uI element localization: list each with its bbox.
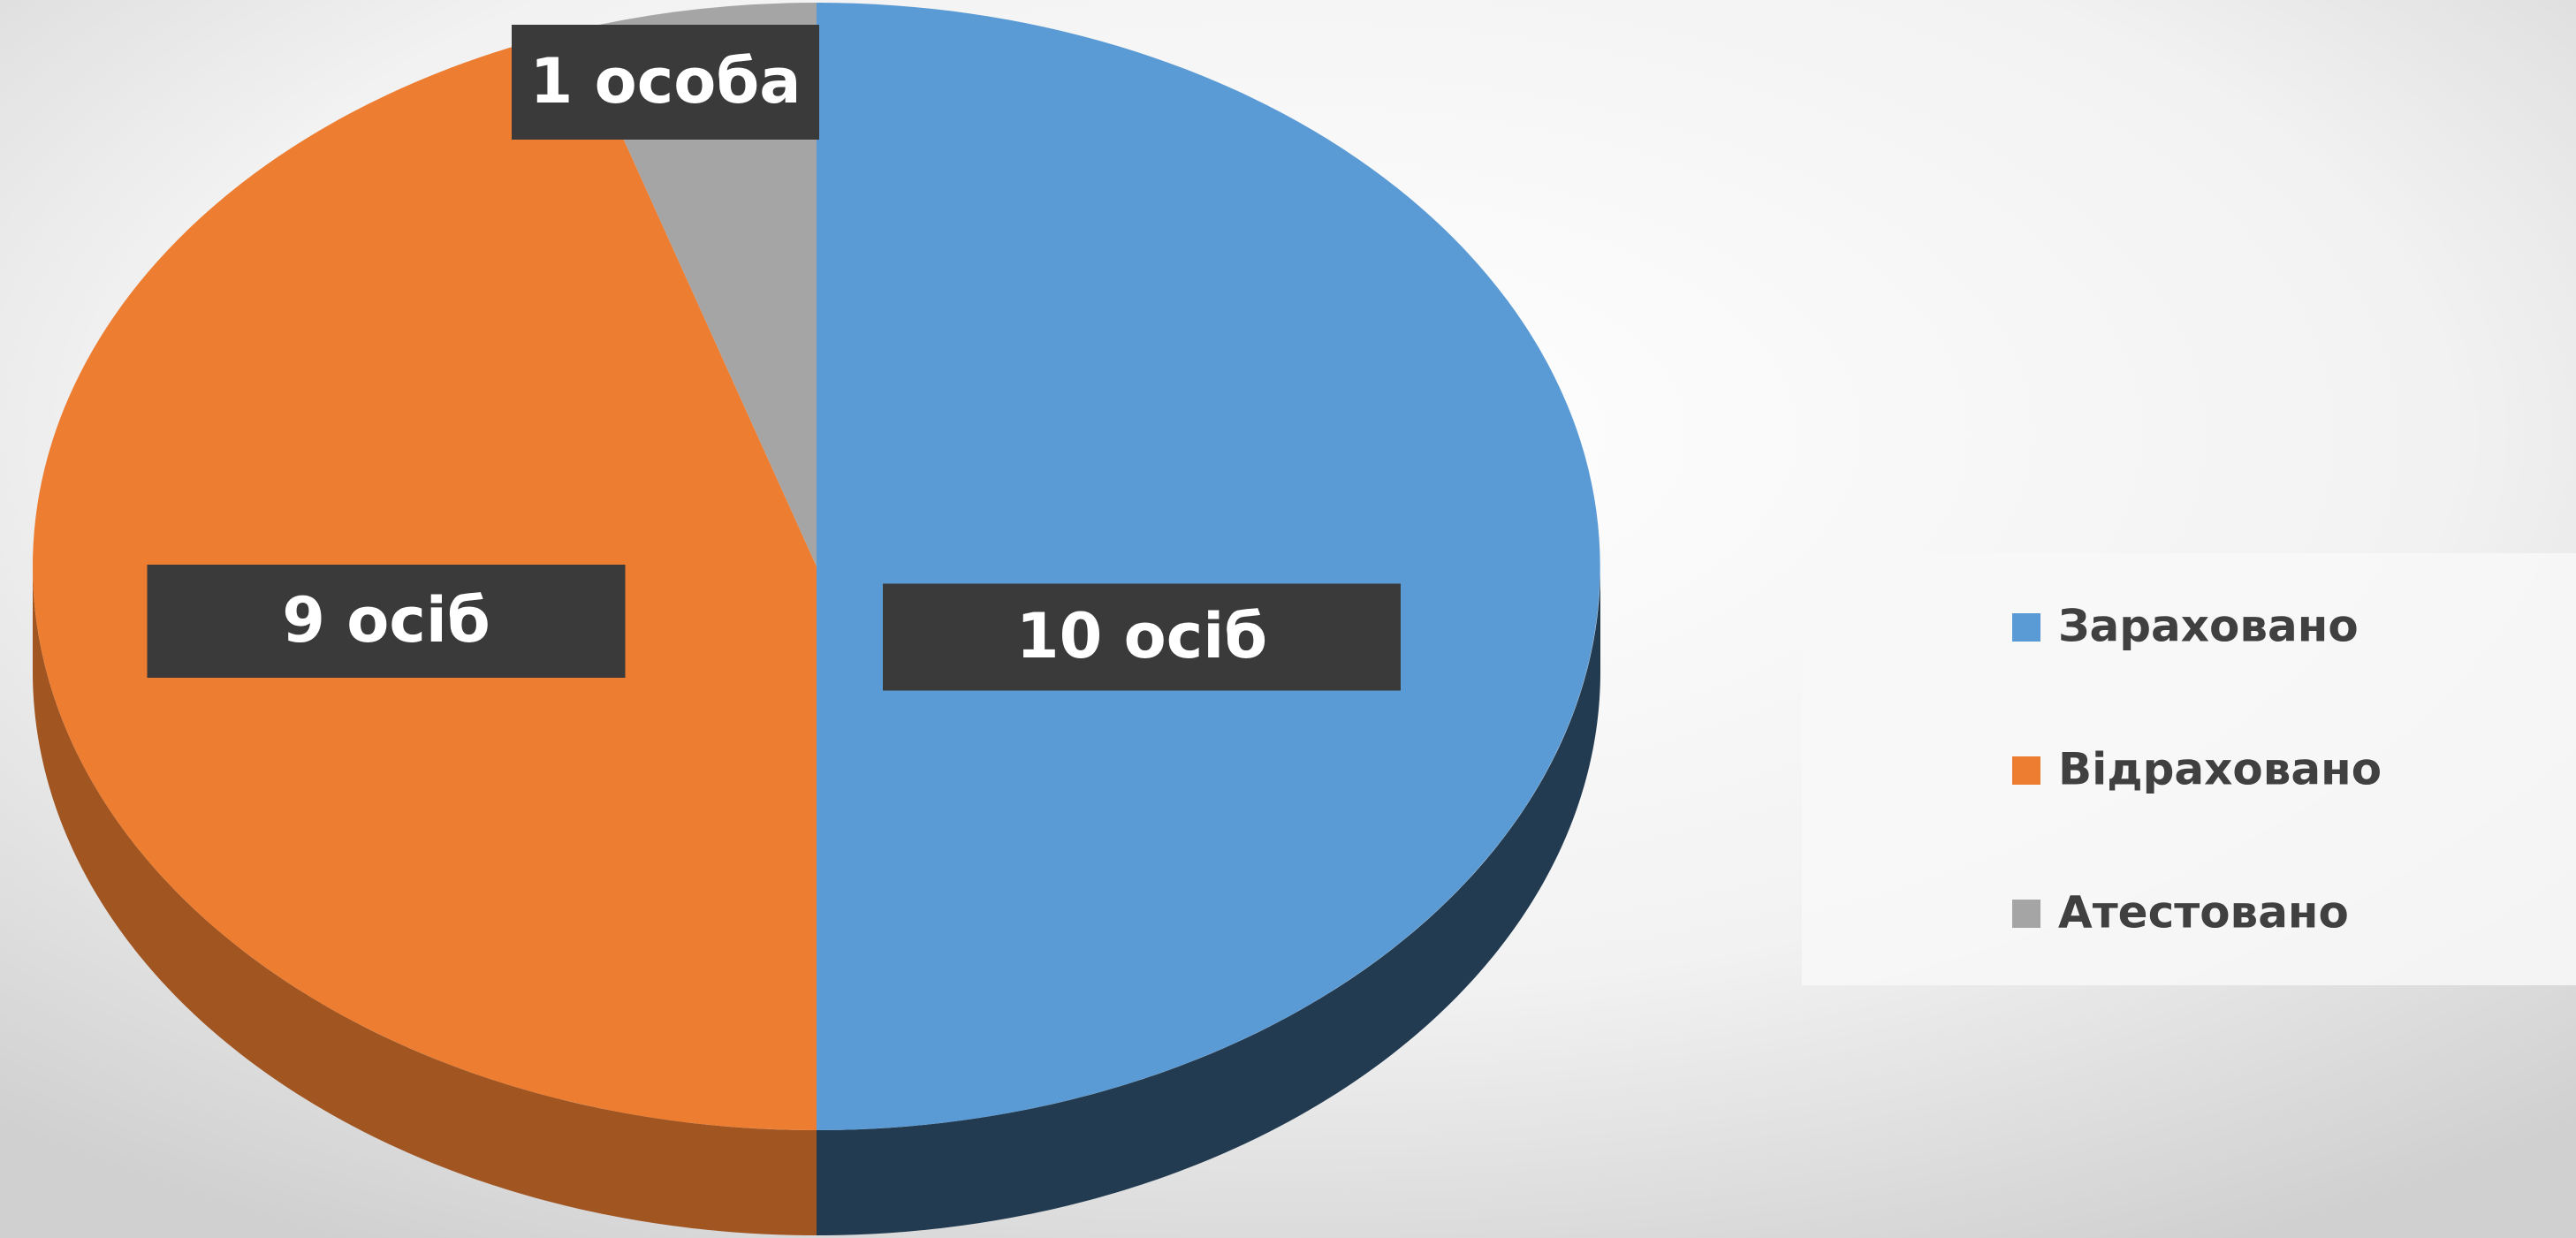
data-label: 9 осіб bbox=[282, 584, 490, 657]
legend-label: Зараховано bbox=[2058, 601, 2359, 652]
legend-box bbox=[1802, 553, 2576, 985]
legend-label: Атестовано bbox=[2058, 887, 2349, 938]
legend: Зараховано Відраховано Атестовано bbox=[1802, 553, 2576, 985]
legend-label: Відраховано bbox=[2058, 744, 2382, 795]
legend-swatch bbox=[2012, 900, 2040, 928]
data-label-box bbox=[147, 565, 626, 678]
data-label-box bbox=[883, 583, 1401, 691]
pie-slice-side bbox=[33, 566, 817, 1235]
pie-slice bbox=[817, 3, 1600, 1130]
pie-slice bbox=[574, 3, 817, 566]
pie-slice-side bbox=[817, 566, 1600, 1235]
data-label-box bbox=[512, 25, 819, 140]
legend-swatch bbox=[2012, 613, 2040, 642]
data-labels: 10 осіб 9 осіб 1 особа bbox=[147, 25, 1401, 691]
data-label: 10 осіб bbox=[1016, 600, 1267, 672]
legend-swatch bbox=[2012, 756, 2040, 785]
data-label: 1 особа bbox=[530, 45, 802, 118]
